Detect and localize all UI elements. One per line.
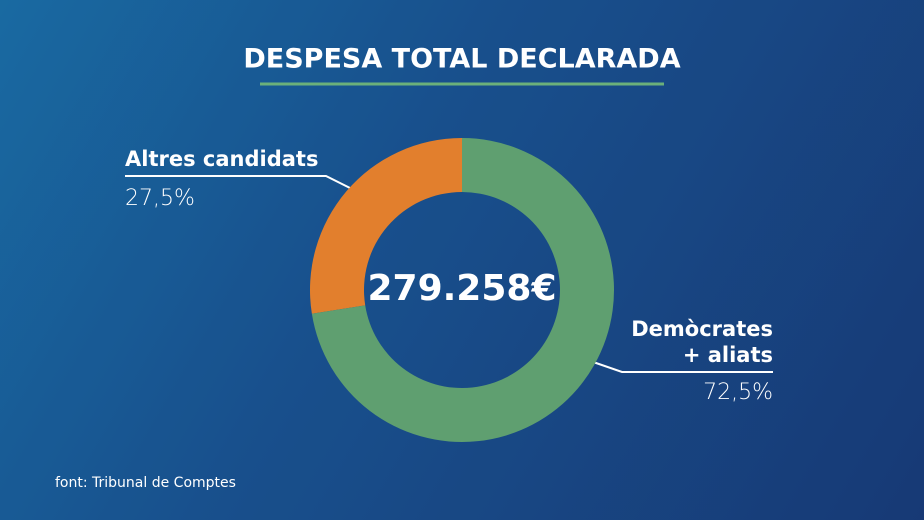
- donut-slice: [310, 138, 462, 314]
- center-label: 279.258€: [367, 268, 556, 309]
- chart-title: DESPESA TOTAL DECLARADA: [243, 44, 680, 75]
- donut: [310, 138, 614, 442]
- category-label: Altres candidats: [125, 147, 319, 171]
- source: font: Tribunal de Comptes: [55, 475, 236, 491]
- category-label: Demòcrates + aliats: [631, 317, 773, 367]
- donut-slice: [311, 138, 614, 442]
- value-label: 72,5%: [703, 380, 773, 405]
- value-label: 27,5%: [125, 186, 195, 211]
